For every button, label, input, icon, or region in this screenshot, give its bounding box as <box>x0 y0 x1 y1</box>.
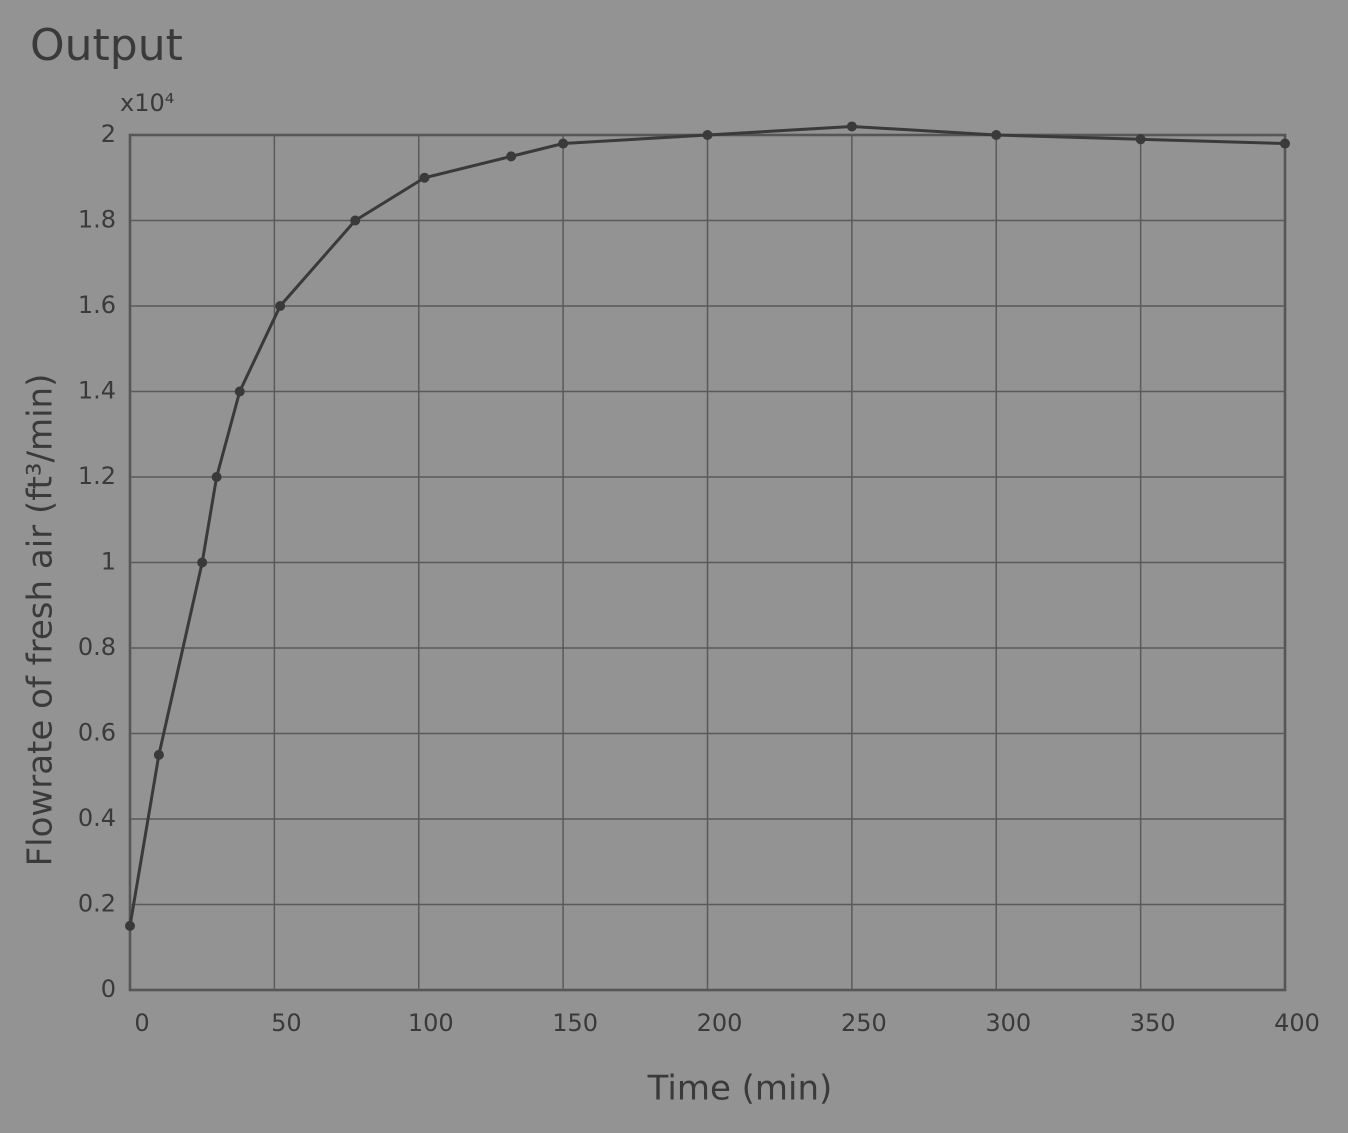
y-tick-label: 0.2 <box>78 890 116 918</box>
data-point <box>1136 134 1146 144</box>
data-point <box>154 750 164 760</box>
x-tick-label: 400 <box>1274 1009 1320 1037</box>
data-point <box>991 130 1001 140</box>
chart-title: Output <box>30 20 183 71</box>
x-tick-label: 200 <box>697 1009 743 1037</box>
data-point <box>703 130 713 140</box>
chart: Output x10⁴ Time (min) Flowrate of fresh… <box>0 0 1348 1133</box>
x-tick-label: 300 <box>985 1009 1031 1037</box>
data-point <box>558 139 568 149</box>
data-point <box>350 216 360 226</box>
y-tick-label: 2 <box>101 120 116 148</box>
data-point <box>125 921 135 931</box>
data-point <box>235 387 245 397</box>
y-multiplier: x10⁴ <box>120 89 174 117</box>
y-tick-label: 1.8 <box>78 206 116 234</box>
y-tick-label: 1 <box>101 548 116 576</box>
y-tick-label: 1.2 <box>78 462 116 490</box>
data-point <box>197 558 207 568</box>
data-point <box>847 121 857 131</box>
x-tick-label: 50 <box>271 1009 302 1037</box>
x-axis-title: Time (min) <box>647 1069 833 1109</box>
data-point <box>275 301 285 311</box>
x-tick-label: 350 <box>1130 1009 1176 1037</box>
data-point <box>1280 139 1290 149</box>
y-axis-title: Flowrate of fresh air (ft³/min) <box>21 374 61 867</box>
data-point <box>506 151 516 161</box>
y-tick-label: 0.4 <box>78 804 116 832</box>
y-tick-label: 0.6 <box>78 719 116 747</box>
x-tick-label: 100 <box>408 1009 454 1037</box>
x-tick-label: 0 <box>134 1009 149 1037</box>
x-tick-label: 150 <box>552 1009 598 1037</box>
data-point <box>212 472 222 482</box>
data-point <box>420 173 430 183</box>
y-tick-label: 0.8 <box>78 633 116 661</box>
x-tick-label: 250 <box>841 1009 887 1037</box>
y-tick-label: 1.6 <box>78 291 116 319</box>
y-tick-label: 0 <box>101 975 116 1003</box>
y-tick-label: 1.4 <box>78 377 116 405</box>
